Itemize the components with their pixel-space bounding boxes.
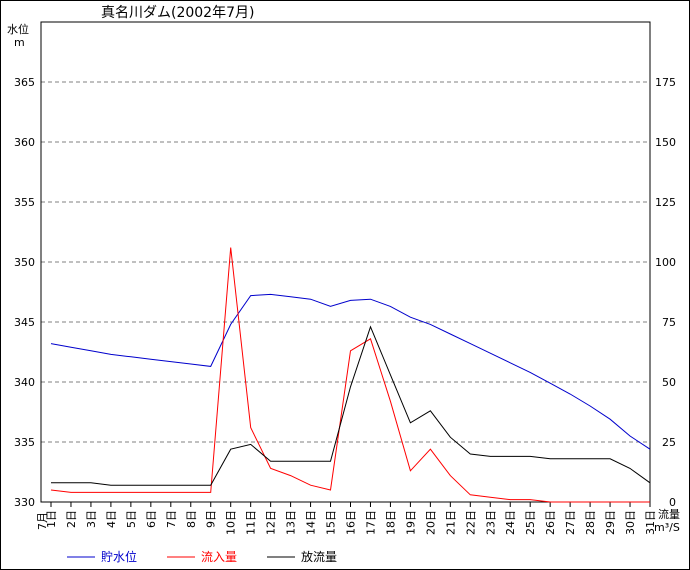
series-line-2 bbox=[50, 247, 650, 503]
x-tick-label: 30日 bbox=[624, 510, 637, 535]
right-tick-label: 25 bbox=[662, 436, 676, 449]
legend-label: 放流量 bbox=[301, 549, 337, 564]
plot-area-border bbox=[40, 21, 651, 503]
left-axis-label: 水位 bbox=[7, 22, 29, 36]
legend-label: 貯水位 bbox=[101, 549, 137, 564]
x-tick-label: 5日 bbox=[125, 510, 138, 528]
x-tick-label: 2日 bbox=[65, 510, 78, 528]
x-tick-label: 18日 bbox=[384, 510, 397, 535]
legend: 貯水位 流入量 放流量 bbox=[67, 549, 337, 564]
right-axis-unit: m³/S bbox=[654, 521, 680, 534]
left-tick-label: 340 bbox=[14, 376, 35, 389]
x-tick-label: 8日 bbox=[185, 510, 198, 528]
x-tick-label: 21日 bbox=[444, 510, 457, 535]
right-tick-label: 0 bbox=[669, 496, 676, 509]
x-tick-label: 22日 bbox=[464, 510, 477, 535]
series-line-3 bbox=[51, 325, 651, 486]
x-tick-label: 12日 bbox=[265, 510, 278, 535]
grid-lines bbox=[41, 81, 650, 443]
series-line-1 bbox=[50, 293, 651, 450]
x-tick-label: 10日 bbox=[225, 510, 238, 535]
x-tick-label: 3日 bbox=[85, 510, 98, 528]
x-tick-label: 25日 bbox=[524, 510, 537, 535]
right-tick-label: 50 bbox=[662, 376, 676, 389]
x-tick-label: 9日 bbox=[205, 510, 218, 528]
x-tick-label: 23日 bbox=[484, 510, 497, 535]
right-tick-label: 100 bbox=[655, 256, 676, 269]
left-tick-label: 355 bbox=[14, 196, 35, 209]
x-tick-label: 16日 bbox=[345, 510, 358, 535]
left-tick-label: 335 bbox=[14, 436, 35, 449]
right-axis-label: 流量 bbox=[658, 507, 680, 521]
right-tick-label: 75 bbox=[662, 316, 676, 329]
x-tick-label: 28日 bbox=[584, 510, 597, 535]
x-month-label: 7月 bbox=[36, 512, 49, 530]
x-tick-label: 27日 bbox=[564, 510, 577, 535]
x-tick-label: 29日 bbox=[604, 510, 617, 535]
left-tick-label: 345 bbox=[14, 316, 35, 329]
left-tick-label: 330 bbox=[14, 496, 35, 509]
x-tick-label: 6日 bbox=[145, 510, 158, 528]
chart-title: 真名川ダム(2002年7月) bbox=[101, 5, 254, 21]
x-tick-label: 13日 bbox=[285, 510, 298, 535]
x-tick-label: 11日 bbox=[245, 510, 258, 535]
x-tick-label: 19日 bbox=[404, 510, 417, 535]
x-tick-label: 20日 bbox=[424, 510, 437, 535]
x-tick-label: 1日 bbox=[45, 510, 58, 528]
x-tick-label: 4日 bbox=[105, 510, 118, 528]
x-tick-label: 31日 bbox=[644, 510, 657, 535]
left-tick-label: 350 bbox=[14, 256, 35, 269]
x-tick-label: 26日 bbox=[544, 510, 557, 535]
left-tick-label: 360 bbox=[14, 136, 35, 149]
x-tick-label: 15日 bbox=[325, 510, 338, 535]
right-tick-label: 175 bbox=[655, 76, 676, 89]
left-axis-unit: m bbox=[14, 36, 25, 49]
series-lines bbox=[50, 247, 651, 503]
x-tick-label: 7日 bbox=[165, 510, 178, 528]
right-tick-label: 150 bbox=[655, 136, 676, 149]
left-tick-label: 365 bbox=[14, 76, 35, 89]
legend-label: 流入量 bbox=[201, 550, 237, 564]
x-tick-label: 14日 bbox=[305, 510, 318, 535]
axis-ticks: 330 335 340 345 350 355 360 365 0 25 50 75 100 125 150… bbox=[14, 76, 676, 535]
right-tick-label: 125 bbox=[655, 196, 676, 209]
x-tick-label: 24日 bbox=[504, 510, 517, 535]
x-tick-label: 17日 bbox=[364, 510, 377, 535]
